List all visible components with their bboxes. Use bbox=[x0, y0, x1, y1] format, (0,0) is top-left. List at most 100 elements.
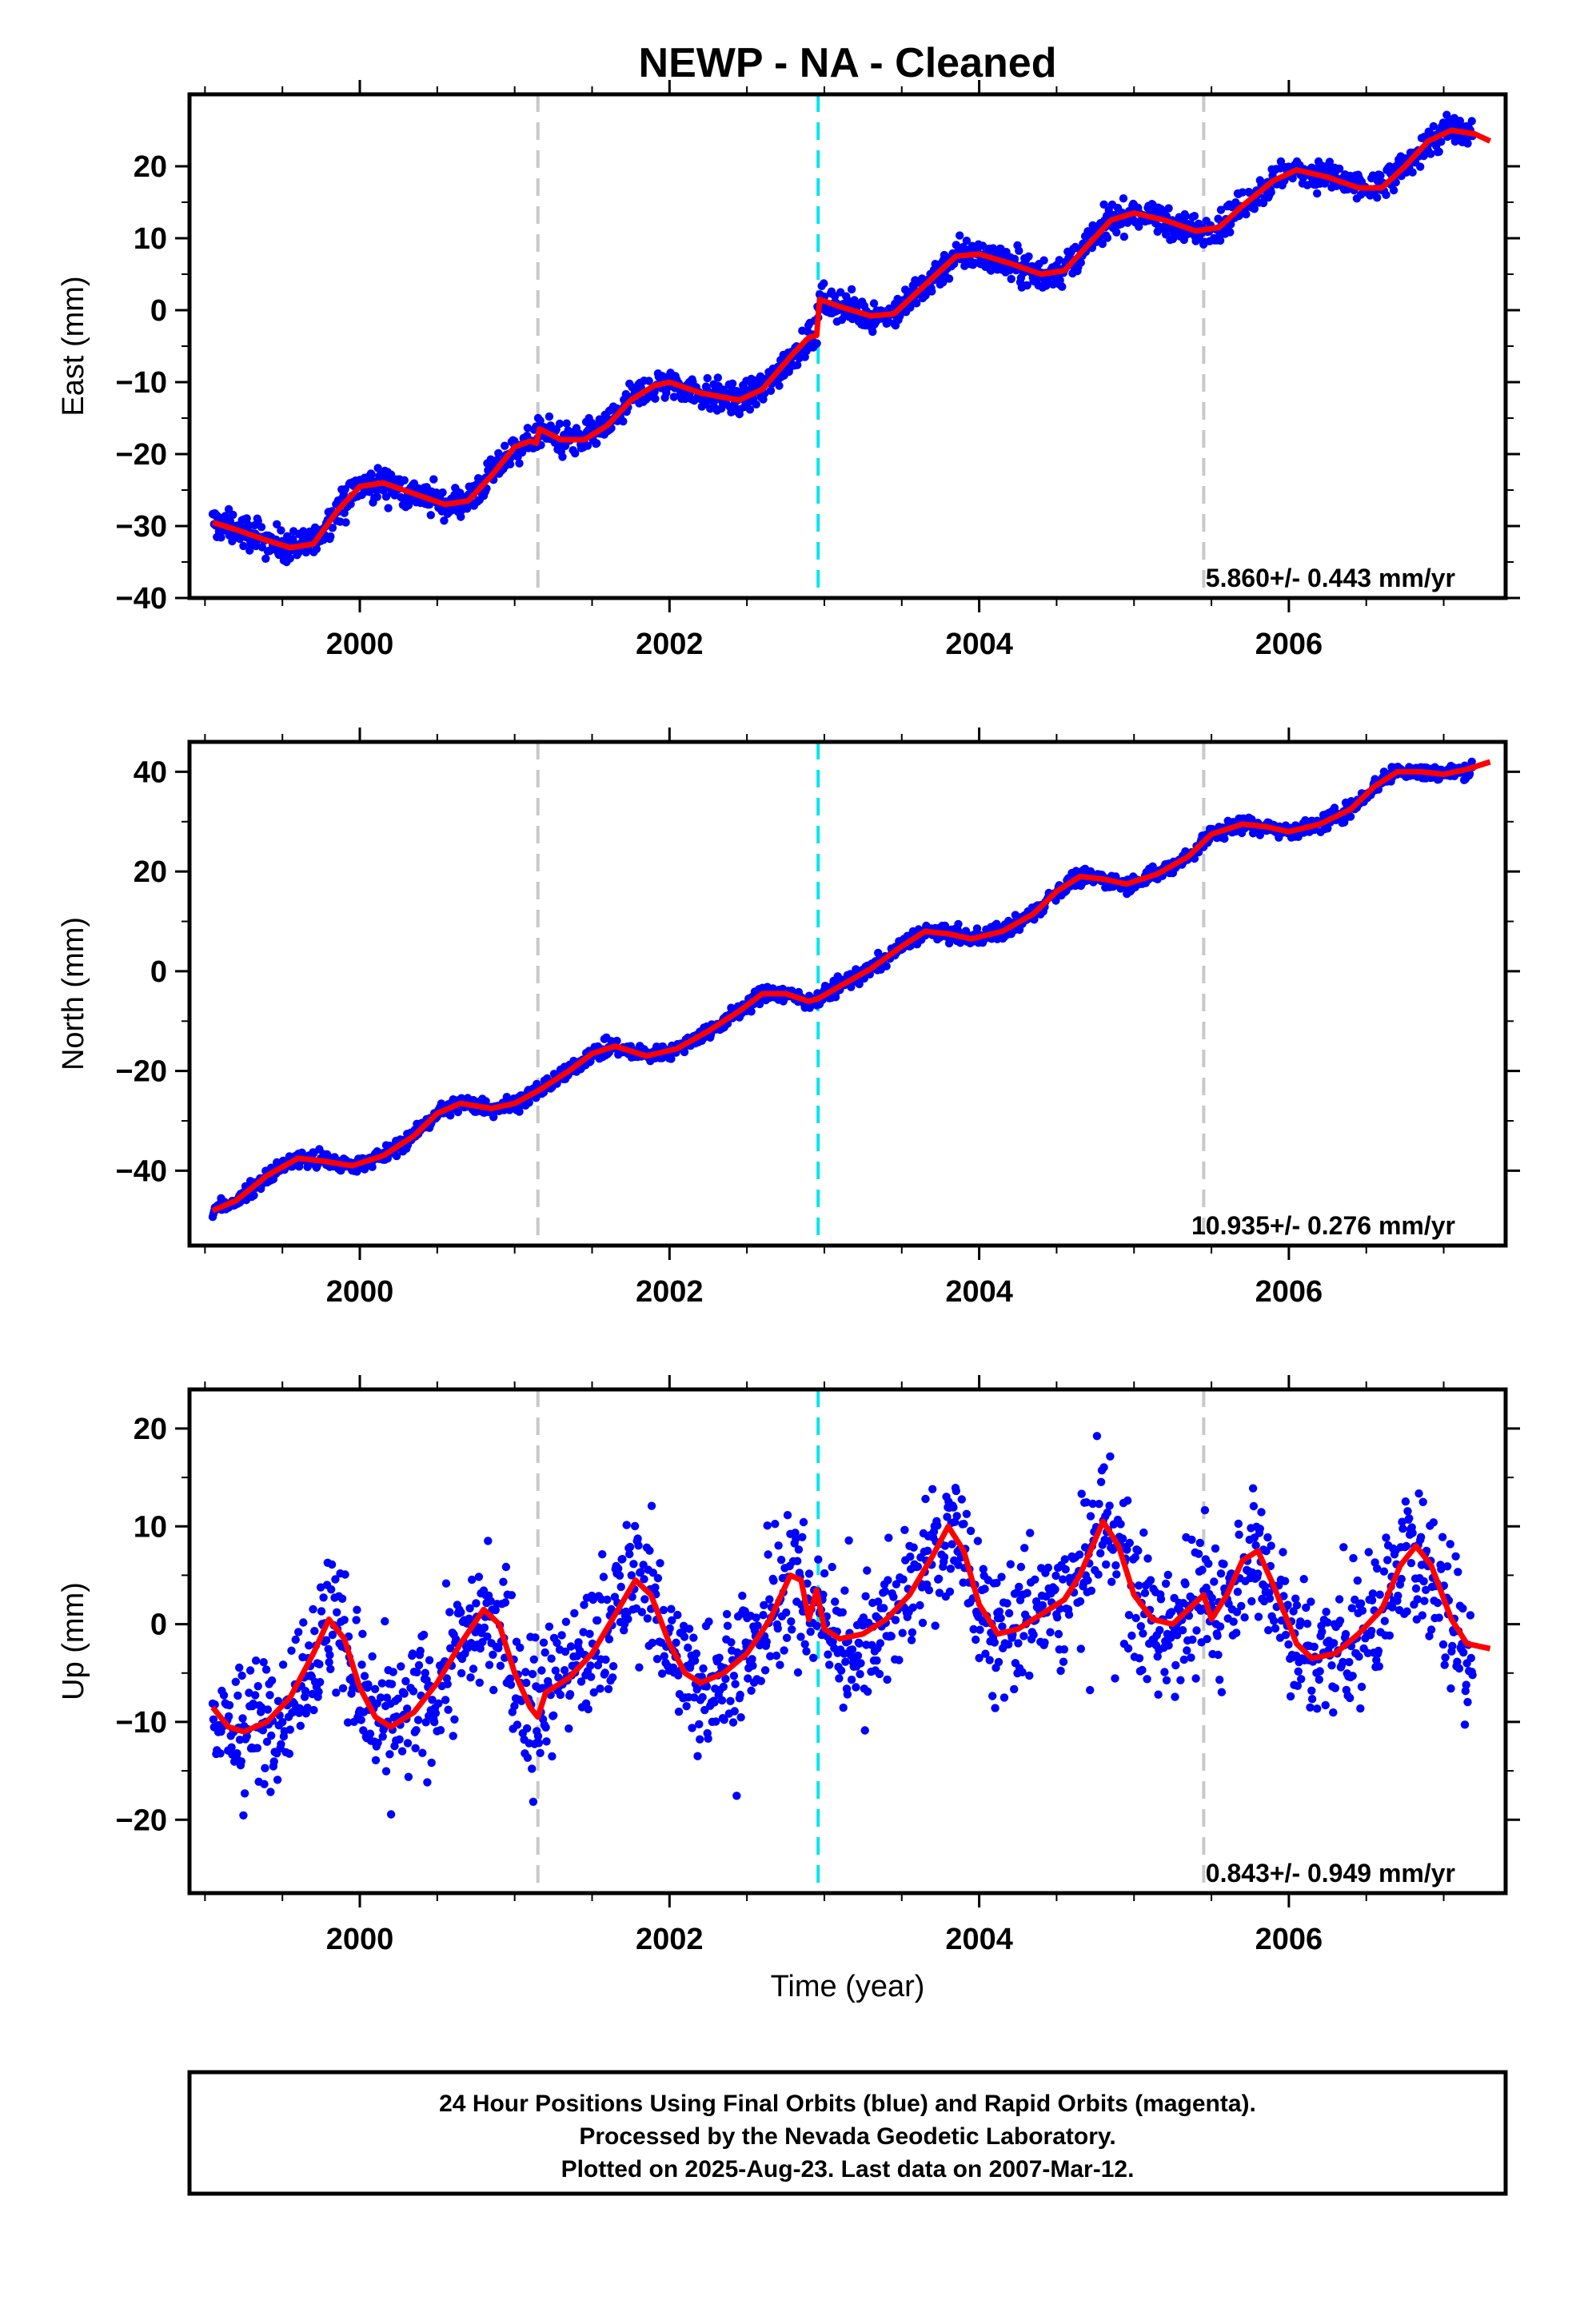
up-data-point bbox=[341, 1570, 349, 1578]
up-data-point bbox=[1215, 1676, 1223, 1684]
up-data-point bbox=[1044, 1564, 1052, 1572]
up-data-point bbox=[445, 1608, 453, 1616]
up-data-point bbox=[1075, 1550, 1083, 1558]
north-y-tick-label: −40 bbox=[116, 1154, 167, 1188]
up-data-point bbox=[1105, 1501, 1113, 1509]
up-data-point bbox=[596, 1684, 604, 1692]
up-data-point bbox=[1171, 1661, 1179, 1669]
up-data-point bbox=[960, 1520, 968, 1528]
up-data-point bbox=[980, 1585, 988, 1593]
up-data-point bbox=[309, 1706, 317, 1714]
up-data-point bbox=[1419, 1498, 1427, 1506]
up-data-point bbox=[648, 1502, 656, 1510]
up-data-point bbox=[1111, 1674, 1119, 1682]
up-data-point bbox=[310, 1627, 318, 1635]
up-data-point bbox=[585, 1630, 593, 1638]
up-data-point bbox=[1380, 1568, 1388, 1576]
up-data-point bbox=[645, 1546, 653, 1554]
up-data-point bbox=[899, 1575, 907, 1583]
up-data-point bbox=[1446, 1684, 1454, 1692]
east-data-point bbox=[714, 373, 722, 381]
up-data-point bbox=[472, 1599, 480, 1607]
east-data-point bbox=[1103, 233, 1111, 241]
up-data-point bbox=[1192, 1626, 1200, 1634]
east-data-point bbox=[1015, 247, 1023, 255]
up-data-point bbox=[537, 1666, 545, 1674]
up-data-point bbox=[908, 1636, 916, 1644]
up-data-point bbox=[764, 1521, 772, 1529]
east-data-point bbox=[257, 523, 265, 531]
up-data-point bbox=[1308, 1695, 1316, 1703]
up-data-point bbox=[1196, 1539, 1204, 1547]
up-data-point bbox=[1318, 1628, 1326, 1636]
up-data-point bbox=[796, 1632, 804, 1640]
up-data-point bbox=[995, 1658, 1003, 1666]
up-data-point bbox=[358, 1630, 366, 1638]
up-data-point bbox=[696, 1736, 704, 1744]
up-data-point bbox=[1267, 1541, 1275, 1549]
up-data-point bbox=[991, 1704, 999, 1712]
up-data-point bbox=[1059, 1658, 1067, 1666]
up-data-point bbox=[1322, 1701, 1330, 1709]
up-data-point bbox=[333, 1608, 341, 1616]
up-data-point bbox=[1459, 1648, 1467, 1656]
up-data-point bbox=[1163, 1676, 1171, 1684]
up-data-point bbox=[502, 1563, 510, 1571]
up-data-point bbox=[260, 1658, 268, 1666]
up-data-point bbox=[319, 1593, 327, 1601]
east-data-point bbox=[820, 279, 828, 287]
up-data-point bbox=[880, 1604, 888, 1612]
up-data-point bbox=[1107, 1578, 1115, 1586]
up-data-point bbox=[928, 1485, 936, 1493]
up-data-point bbox=[772, 1652, 780, 1660]
up-data-point bbox=[856, 1640, 864, 1648]
up-data-point bbox=[507, 1680, 515, 1688]
up-data-point bbox=[924, 1547, 932, 1555]
up-data-point bbox=[1394, 1592, 1402, 1600]
up-data-point bbox=[988, 1692, 996, 1700]
up-data-point bbox=[220, 1691, 228, 1699]
up-data-point bbox=[1183, 1646, 1191, 1654]
up-data-point bbox=[748, 1661, 756, 1669]
up-data-point bbox=[883, 1676, 891, 1684]
up-data-point bbox=[1139, 1629, 1147, 1637]
up-data-point bbox=[603, 1596, 611, 1604]
up-data-point bbox=[1247, 1597, 1255, 1605]
east-data-point bbox=[775, 381, 783, 389]
up-data-point bbox=[1287, 1692, 1295, 1700]
east-x-tick-label: 2006 bbox=[1255, 628, 1323, 661]
up-data-point bbox=[328, 1561, 336, 1569]
up-data-point bbox=[1210, 1577, 1218, 1585]
up-data-point bbox=[828, 1563, 836, 1571]
up-data-point bbox=[1306, 1704, 1314, 1712]
east-y-tick-label: −30 bbox=[116, 510, 167, 544]
up-data-point bbox=[782, 1608, 790, 1616]
up-data-point bbox=[411, 1744, 419, 1752]
up-data-point bbox=[444, 1706, 452, 1714]
up-data-point bbox=[1211, 1545, 1219, 1553]
up-data-point bbox=[1191, 1674, 1199, 1682]
up-data-point bbox=[415, 1661, 423, 1669]
north-y-tick-label: 40 bbox=[134, 755, 167, 789]
up-data-point bbox=[409, 1649, 417, 1657]
up-data-point bbox=[787, 1617, 795, 1625]
up-data-point bbox=[876, 1670, 884, 1678]
up-data-point bbox=[593, 1616, 601, 1624]
up-data-point bbox=[682, 1702, 690, 1710]
up-data-point bbox=[623, 1521, 631, 1529]
east-data-point bbox=[429, 475, 437, 483]
up-data-point bbox=[235, 1664, 243, 1672]
up-data-point bbox=[763, 1638, 771, 1646]
north-data-point bbox=[883, 962, 891, 970]
up-data-point bbox=[299, 1618, 307, 1626]
up-data-point bbox=[608, 1673, 616, 1681]
up-data-point bbox=[1230, 1617, 1238, 1625]
east-data-point bbox=[1120, 233, 1128, 241]
up-data-point bbox=[757, 1677, 765, 1685]
up-data-point bbox=[516, 1644, 524, 1652]
up-data-point bbox=[536, 1749, 544, 1757]
east-data-point bbox=[501, 442, 509, 450]
up-data-point bbox=[1179, 1626, 1187, 1634]
